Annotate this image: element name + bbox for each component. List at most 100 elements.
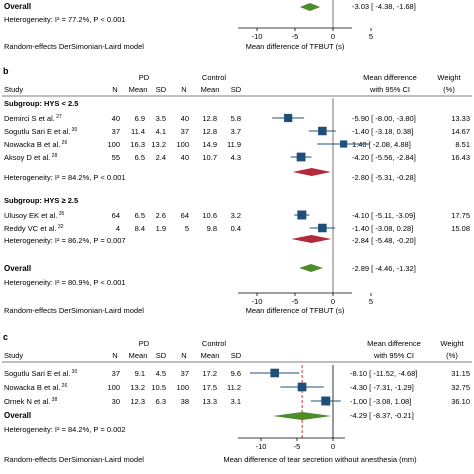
panel-c-row-study-name: Nowacka B et al. 26 [4,383,67,392]
panel-b-subgroup-diamond [291,235,332,243]
panel-b-row-study-ref: 30 [70,127,77,133]
panel-b-overall-diamond [299,264,323,272]
panel-b-row-mean1: 6.5 [135,153,145,162]
panel-b-subgroup-1-title: Subgroup: HYS < 2.5 [4,99,78,108]
panel-b-row-sd2: 3.7 [231,127,241,136]
panel-c-row-mean2: 13.3 [202,397,217,406]
panel-a-x-axis-label: Mean difference of TFBUT (s) [246,42,345,51]
panel-b-row-study-name: Aksoy D et al. 28 [4,153,57,162]
panel-c-row-study-name: Ornek N et al. 38 [4,397,57,406]
panel-b-row-n1: 4 [116,224,120,233]
panel-c-md-header-2: with 95% CI [373,351,414,360]
panel-b-row-sd1: 4.1 [156,127,166,136]
panel-b-row-weight: 13.33 [451,114,470,123]
panel-b-weight-header-1: Weight [437,73,461,82]
panel-b-row-sd2: 4.3 [231,153,241,162]
panel-b-row-study-ref: 35 [57,211,64,217]
panel-c-row-sd2: 3.1 [231,397,241,406]
panel-c-overall-label: Overall [4,411,31,420]
panel-c-rows: Sogutlu Sari E et al. 30 37 9.1 4.5 37 17.2 9.… [4,369,470,406]
panel-b-row-weight: 16.43 [451,153,470,162]
panel-b-row-n2: 40 [181,114,189,123]
panel-b-row-study-name: Demirci S et al. 27 [4,114,62,123]
panel-b-subgroup-2-heterogeneity: Heterogeneity: I² = 86.2%, P = 0.007 [4,236,126,245]
panel-b-study-point-estimate [318,223,327,233]
panel-c-weight-header-2: (%) [446,351,458,360]
panel-c-weight-header-1: Weight [440,339,464,348]
panel-b-group2-header: Control [202,73,227,82]
panel-b-row-study-ref: 32 [57,224,64,230]
panel-c-sd1-header: SD [156,351,167,360]
panel-b-overall-heterogeneity: Heterogeneity: I² = 80.9%, P < 0.001 [4,278,126,287]
panel-c-sd2-header: SD [231,351,242,360]
panel-b-sd1-header: SD [156,85,167,94]
panel-b-row-ci-text: -4.10 [ -5.11, -3.09] [352,211,415,220]
panel-a-model-note: Random-effects DerSimonian-Laird model [4,42,144,51]
panel-b-model-note: Random-effects DerSimonian-Laird model [4,306,144,315]
panel-b-row-study-name: Ulusoy EK et al. 35 [4,211,65,220]
panel-b-row-sd1: 2.6 [156,211,166,220]
panel-b-study-header: Study [4,85,23,94]
panel-c-row-ci-text: -8.10 [ -11.52, -4.68] [350,369,417,378]
panel-b-row-weight: 8.51 [455,140,470,149]
panel-b-subgroup-1-rows: Demirci S et al. 27 40 6.9 3.5 40 12.8 5.8 -5.9… [4,114,470,162]
panel-c-row-sd1: 10.5 [151,383,166,392]
panel-b-subgroup-diamond [292,168,331,176]
panel-b-row-weight: 15.08 [451,224,470,233]
panel-b-row-n2: 5 [185,224,189,233]
panel-c-x-axis-label: Mean difference of tear secretion withou… [223,455,417,464]
panel-c-row-mean1: 12.3 [130,397,145,406]
panel-b-n2-header: N [181,85,186,94]
panel-b-subgroup-1-summary-ci: -2.80 [ -5.31, -0.28] [352,173,416,182]
panel-c-row-mean1: 13.2 [130,383,145,392]
panel-b-row-n2: 37 [181,127,189,136]
panel-c-row-n1: 37 [112,369,120,378]
panel-c-label: c [3,332,8,342]
panel-c-tick-label: -10 [256,442,267,451]
panel-b-row-study-ref: 26 [60,140,67,146]
panel-b-row-n1: 37 [112,127,120,136]
panel-b-tick-label: -10 [252,297,263,306]
panel-b-row-sd2: 3.2 [231,211,241,220]
panel-b-study-point-estimate [297,210,307,220]
panel-b-tick-label: 0 [331,297,335,306]
panel-b-weight-header-2: (%) [443,85,455,94]
panel-c-row-mean2: 17.2 [202,369,217,378]
panel-c-plot: -10 -5 0 Mean difference of tear secretion… [223,365,417,464]
panel-b-study-point-estimate [318,126,327,136]
panel-b-row-mean1: 8.4 [135,224,145,233]
panel-c-row-n1: 30 [112,397,120,406]
panel-c-row-ci-text: -4.30 [ -7.31, -1.29] [350,383,414,392]
panel-a-tick-label: -10 [252,32,263,41]
panel-a-tick-label: 5 [369,32,373,41]
panel-a-overall-label: Overall [4,2,31,11]
panel-c-row-sd1: 6.3 [156,397,166,406]
panel-c-tick-label: 0 [331,442,335,451]
panel-b-row-n1: 64 [112,211,120,220]
panel-b-row-sd1: 1.9 [156,224,166,233]
panel-a: Overall Heterogeneity: I² = 77.2%, P < 0… [4,0,416,51]
panel-b-row-ci-text: -1.40 [ -3.08, 0.28] [352,224,413,233]
panel-b-row-sd1: 3.5 [156,114,166,123]
panel-b-mean1-header: Mean [129,85,148,94]
panel-b-row-n1: 100 [107,140,120,149]
panel-c-row-study-ref: 30 [70,369,77,375]
panel-b-x-axis-label: Mean difference of TFBUT (s) [246,306,345,315]
panel-c-md-header-1: Mean difference [367,339,421,348]
panel-b-study-point-estimate [284,113,293,123]
panel-a-plot: -10 -5 0 5 Mean difference of TFBUT (s) [238,0,373,51]
panel-c-overall-diamond [272,412,332,420]
panel-a-tick-label: 0 [331,32,335,41]
panel-c-row-n2: 38 [181,397,189,406]
panel-c-row-sd2: 11.2 [227,383,241,392]
panel-c: c PD Control Mean difference Weight Stud… [2,332,472,464]
panel-c-row-mean1: 9.1 [135,369,145,378]
panel-a-overall-diamond [299,3,321,11]
panel-b-row-study-name: Nowacka B et al. 26 [4,140,67,149]
panel-b-study-point-estimate [296,152,306,162]
panel-c-n1-header: N [112,351,117,360]
panel-b-subgroup-2-rows: Ulusoy EK et al. 35 64 6.5 2.6 64 10.6 3.2 -4.1… [4,211,470,233]
panel-b-md-header-1: Mean difference [363,73,417,82]
panel-b-row-mean1: 6.5 [135,211,145,220]
panel-c-overall-ci: -4.29 [ -8.37, -0.21] [350,411,414,420]
